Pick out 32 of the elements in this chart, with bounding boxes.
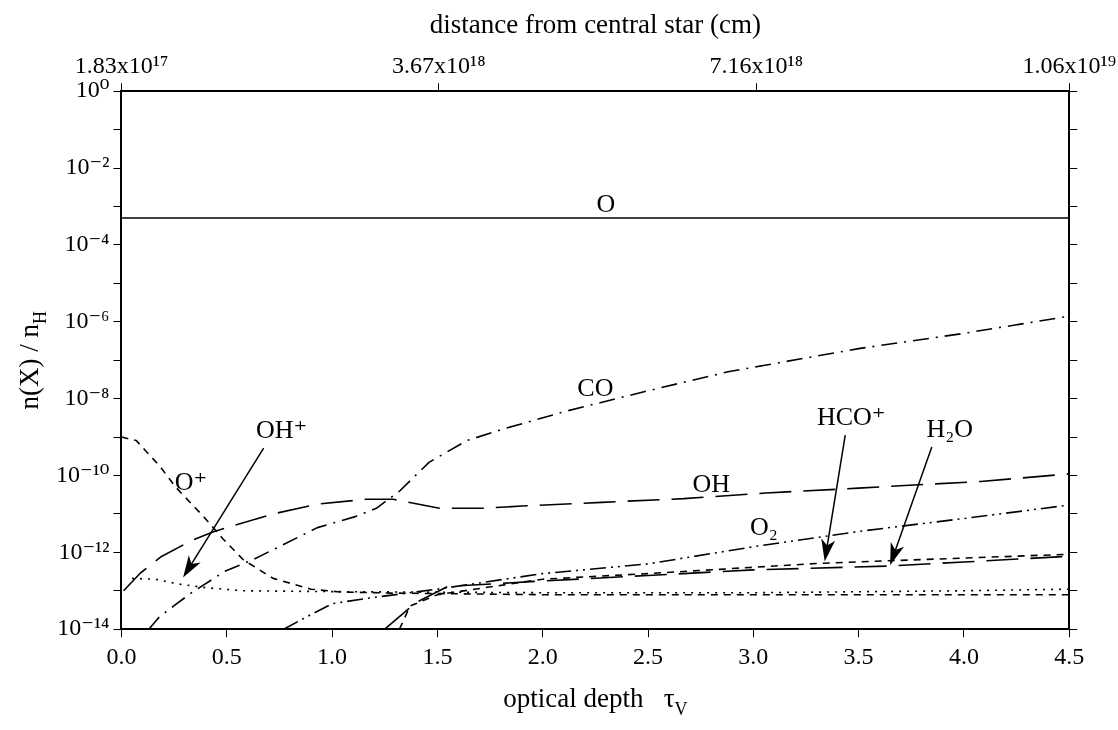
y-tick-label: 10⁻¹⁰ <box>56 460 110 487</box>
x-tick-label: 0.5 <box>211 642 242 669</box>
x-tick-label: 2.0 <box>527 642 558 669</box>
annotation: HCO⁺ <box>816 402 886 432</box>
x-tick-label: 3.5 <box>843 642 874 669</box>
y-tick-label: 10⁻⁶ <box>64 307 110 334</box>
x-tick-label: 1.5 <box>422 642 453 669</box>
x-tick-label: 1.0 <box>317 642 348 669</box>
x-tick-label: 0.0 <box>106 642 137 669</box>
x-tick-label: 2.5 <box>633 642 663 669</box>
y-tick-label: 10⁻⁴ <box>64 230 110 257</box>
x2-tick-label: 1.83x10¹⁷ <box>74 52 169 79</box>
y-tick-label: 10⁻¹⁴ <box>57 614 110 641</box>
annotation: OH <box>692 468 731 498</box>
annotation: CO <box>577 373 614 403</box>
y-axis-title: n(X) / nH <box>14 310 51 410</box>
x2-axis-title: distance from central star (cm) <box>429 9 762 40</box>
y-tick-label: 10⁻¹² <box>58 537 110 564</box>
x2-tick-label: 7.16x10¹⁸ <box>709 52 804 79</box>
annotation: OH⁺ <box>256 415 308 445</box>
y-tick-label: 10⁻² <box>65 153 110 180</box>
x2-tick-label: 1.06x10¹⁹ <box>1022 52 1116 79</box>
y-tick-label: 10⁰ <box>75 76 110 103</box>
annotation: O <box>596 189 616 219</box>
annotation: O⁺ <box>174 466 208 496</box>
x-tick-label: 4.0 <box>948 642 979 669</box>
x2-tick-label: 3.67x10¹⁸ <box>391 52 486 79</box>
annotation: O₂ <box>749 511 778 541</box>
annotation: H₂O <box>926 413 974 443</box>
x-tick-label: 4.5 <box>1054 642 1085 669</box>
y-tick-label: 10⁻⁸ <box>64 383 110 410</box>
x-tick-label: 3.0 <box>738 642 769 669</box>
